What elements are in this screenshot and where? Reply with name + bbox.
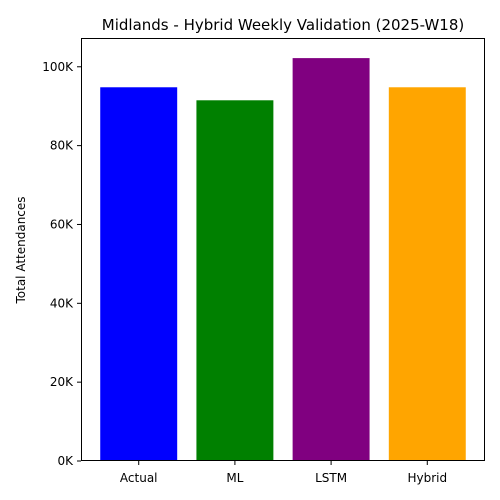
x-axis-ticks: Actual ML LSTM Hybrid bbox=[120, 461, 447, 485]
x-tick-label: Hybrid bbox=[407, 471, 447, 485]
y-tick-label: 20K bbox=[50, 375, 74, 389]
bar-ml bbox=[196, 100, 273, 461]
x-tick-label: ML bbox=[226, 471, 243, 485]
y-axis-label: Total Attendances bbox=[14, 196, 28, 304]
bar-hybrid bbox=[389, 87, 466, 461]
y-tick-label: 60K bbox=[50, 217, 74, 231]
y-tick-label: 0K bbox=[57, 454, 74, 468]
x-tick-label: LSTM bbox=[315, 471, 347, 485]
y-axis-ticks: 0K 20K 40K 60K 80K 100K bbox=[42, 60, 81, 468]
y-tick-label: 100K bbox=[42, 60, 74, 74]
chart-title: Midlands - Hybrid Weekly Validation (202… bbox=[102, 16, 464, 34]
bar-actual bbox=[100, 87, 177, 461]
x-tick-label: Actual bbox=[120, 471, 158, 485]
y-tick-label: 80K bbox=[50, 139, 74, 153]
y-tick-label: 40K bbox=[50, 296, 74, 310]
bar-lstm bbox=[293, 58, 370, 461]
bars-group bbox=[100, 58, 466, 461]
